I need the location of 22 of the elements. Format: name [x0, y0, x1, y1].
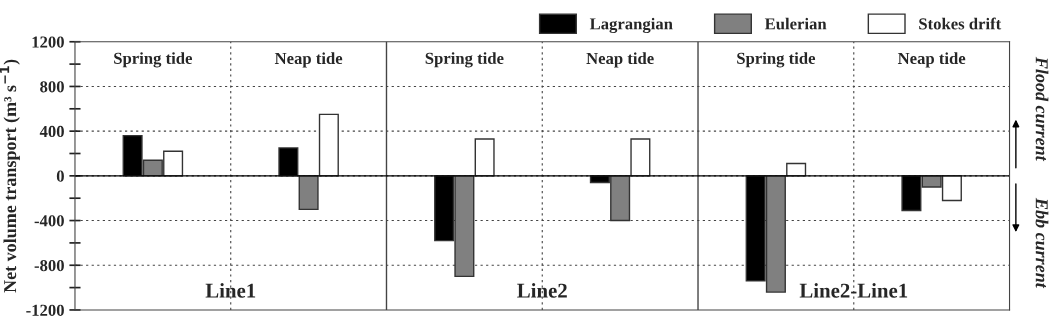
- y-tick-label: 400: [39, 125, 64, 138]
- x-tick-label: Neap tide: [897, 52, 966, 68]
- legend-label: Eulerian: [764, 17, 827, 30]
- legend-label: Stokes drift: [919, 17, 1002, 30]
- x-tick-label: Spring tide: [737, 52, 816, 68]
- y-tick-label: 0: [56, 170, 64, 182]
- x-tick-label: Spring tide: [425, 52, 504, 68]
- text: Flood current: [1035, 56, 1049, 162]
- y-tick-label: -400: [34, 215, 64, 227]
- y-tick-label: -800: [34, 259, 64, 272]
- x-tick-label: Spring tide: [114, 52, 193, 68]
- y-tick-label: 800: [40, 81, 64, 93]
- legend-label: Lagrangian: [589, 17, 673, 34]
- y-tick-label: 1200: [32, 36, 64, 48]
- x-tick-label: Neap tide: [586, 52, 654, 68]
- text: Ebb current: [1035, 197, 1049, 289]
- x-tick-label: Neap tide: [274, 52, 343, 68]
- annotation: Line2: [517, 283, 567, 298]
- y-tick-label: -1200: [26, 304, 64, 316]
- y-axis-title: Net volume transport (m³ s$^{−1}$): [0, 59, 20, 293]
- annotation: Line1: [205, 283, 256, 298]
- annotation: Line2-Line1: [799, 283, 908, 298]
